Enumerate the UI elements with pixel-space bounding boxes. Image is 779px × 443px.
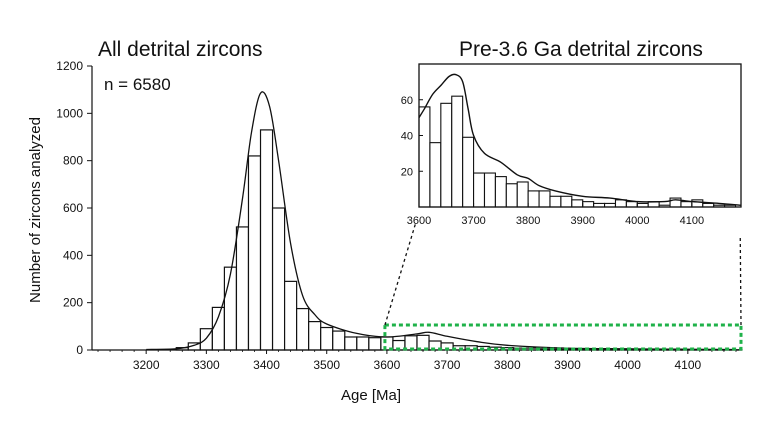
main-bar <box>283 280 298 351</box>
sample-size-annotation: n = 6580 <box>104 75 171 94</box>
inset-x-tick-label: 3600 <box>407 215 431 227</box>
main-bar <box>308 321 322 351</box>
inset-chart-title: Pre-3.6 Ga detrital zircons <box>459 38 703 61</box>
main-bar <box>296 307 310 351</box>
main-bars <box>175 129 743 351</box>
inset-y-tick-label: 20 <box>401 166 413 178</box>
main-bar <box>320 326 334 351</box>
inset-bar <box>571 199 584 208</box>
main-bar <box>332 330 346 351</box>
inset-bar <box>451 95 464 208</box>
inset-axes: 20 40 60 3600 3700 3800 3900 4000 4100 <box>401 63 742 227</box>
highlight-range-box <box>383 323 743 351</box>
inset-bar <box>680 201 693 208</box>
main-bar <box>344 336 358 351</box>
inset-bar <box>462 136 475 208</box>
main-x-tick-label: 3900 <box>554 358 581 372</box>
inset-chart: 20 40 60 3600 3700 3800 3900 4000 4100 <box>401 62 743 235</box>
main-bar <box>247 155 262 351</box>
main-y-tick-label: 1000 <box>56 106 83 120</box>
main-x-tick-label: 4100 <box>674 358 701 372</box>
main-bar <box>368 337 382 351</box>
inset-x-tick-label: 3900 <box>570 215 594 227</box>
main-y-tick-label: 600 <box>63 201 83 215</box>
inset-density-curve <box>418 73 742 206</box>
main-chart: 0 200 400 600 800 1000 1200 3200 3300 3400 3500 360… <box>56 59 743 372</box>
main-x-tick-label: 3800 <box>494 358 521 372</box>
main-y-tick-label: 400 <box>63 248 83 262</box>
main-bar <box>223 266 238 351</box>
main-x-tick-label: 3200 <box>133 358 160 372</box>
inset-bar <box>429 142 442 208</box>
main-bar <box>211 306 226 351</box>
inset-bar <box>549 195 562 208</box>
inset-bar <box>527 190 540 208</box>
inset-bar <box>560 195 573 208</box>
main-x-tick-label: 3600 <box>374 358 401 372</box>
inset-bar <box>418 106 431 208</box>
main-x-tick-label: 3400 <box>253 358 280 372</box>
inset-x-tick-label: 4100 <box>680 215 704 227</box>
inset-y-tick-label: 60 <box>401 95 413 107</box>
inset-bar <box>582 201 595 208</box>
main-x-tick-label: 4000 <box>614 358 641 372</box>
main-bar <box>259 129 274 351</box>
inset-bar <box>505 183 518 208</box>
inset-x-tick-label: 3800 <box>516 215 540 227</box>
main-axes: 0 200 400 600 800 1000 1200 3200 3300 3400 3500 360… <box>56 59 742 372</box>
main-chart-title: All detrital zircons <box>98 38 263 61</box>
main-density-curve <box>146 91 737 351</box>
main-x-tick-label: 3700 <box>434 358 461 372</box>
inset-bar <box>440 102 453 208</box>
connector-line-left <box>384 221 417 326</box>
main-y-tick-label: 800 <box>63 154 83 168</box>
main-y-tick-label: 1200 <box>56 59 83 73</box>
main-bar <box>235 226 250 351</box>
inset-bar <box>691 199 704 208</box>
inset-bar <box>473 172 486 208</box>
y-axis-label: Number of zircons analyzed <box>27 117 44 303</box>
x-axis-label: Age [Ma] <box>341 387 401 404</box>
inset-x-tick-label: 4000 <box>625 215 649 227</box>
main-x-tick-label: 3500 <box>313 358 340 372</box>
inset-y-tick-label: 40 <box>401 131 413 143</box>
inset-x-tick-label: 3700 <box>461 215 485 227</box>
main-y-tick-label: 200 <box>63 296 83 310</box>
inset-bar <box>483 172 496 208</box>
inset-bar <box>538 190 551 208</box>
inset-bar <box>494 176 507 208</box>
main-bar <box>356 336 370 351</box>
main-x-tick-label: 3300 <box>193 358 220 372</box>
inset-bar <box>614 199 627 208</box>
inset-bar <box>625 201 638 208</box>
main-bar <box>271 207 286 351</box>
inset-bar <box>516 181 529 208</box>
main-y-tick-label: 0 <box>76 343 83 357</box>
